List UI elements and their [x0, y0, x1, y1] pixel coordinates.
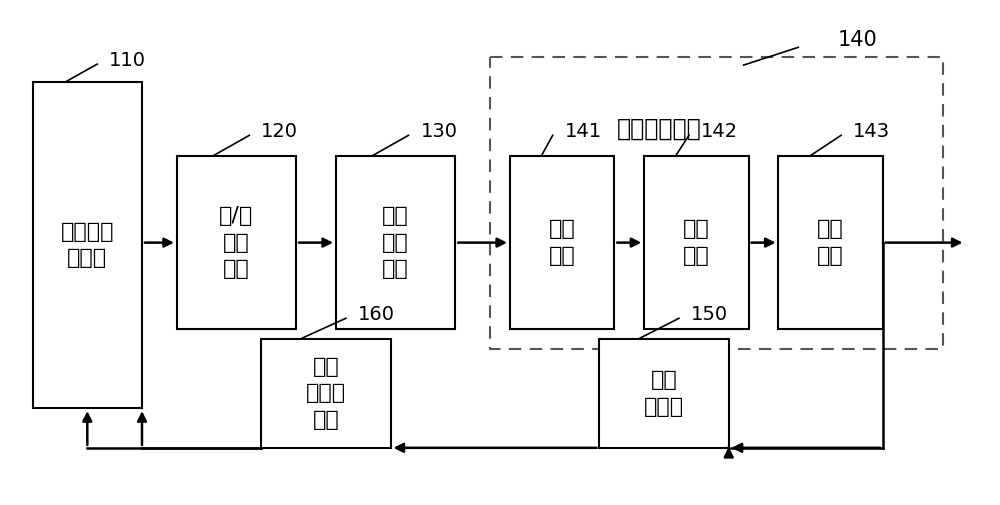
Text: 141: 141 — [565, 122, 602, 141]
Text: 142: 142 — [701, 122, 738, 141]
Bar — [644, 156, 749, 329]
Text: 160: 160 — [358, 305, 395, 324]
Text: 140: 140 — [838, 30, 878, 50]
Bar — [490, 57, 943, 349]
Bar — [778, 156, 883, 329]
Text: 功率
驱动
模块: 功率 驱动 模块 — [382, 206, 409, 279]
Text: 机械
负载: 机械 负载 — [817, 219, 844, 266]
Bar — [336, 156, 455, 329]
Text: 高速
计数器
模块: 高速 计数器 模块 — [306, 357, 346, 430]
Text: 联轴
机构: 联轴 机构 — [683, 219, 710, 266]
Text: 130: 130 — [420, 122, 457, 141]
Text: 120: 120 — [261, 122, 298, 141]
Bar — [261, 339, 391, 448]
Bar — [510, 156, 614, 329]
Text: 143: 143 — [853, 122, 890, 141]
Bar — [177, 156, 296, 329]
Text: 光电
编码器: 光电 编码器 — [644, 370, 684, 417]
Text: 150: 150 — [691, 305, 728, 324]
Bar — [599, 339, 729, 448]
Bar — [33, 82, 142, 408]
Text: 调速执行机构: 调速执行机构 — [617, 117, 701, 140]
Text: 力矩
电机: 力矩 电机 — [549, 219, 576, 266]
Text: 110: 110 — [109, 50, 146, 70]
Text: 数字控制
计算机: 数字控制 计算机 — [61, 222, 114, 268]
Text: 数/模
转换
模块: 数/模 转换 模块 — [219, 206, 254, 279]
